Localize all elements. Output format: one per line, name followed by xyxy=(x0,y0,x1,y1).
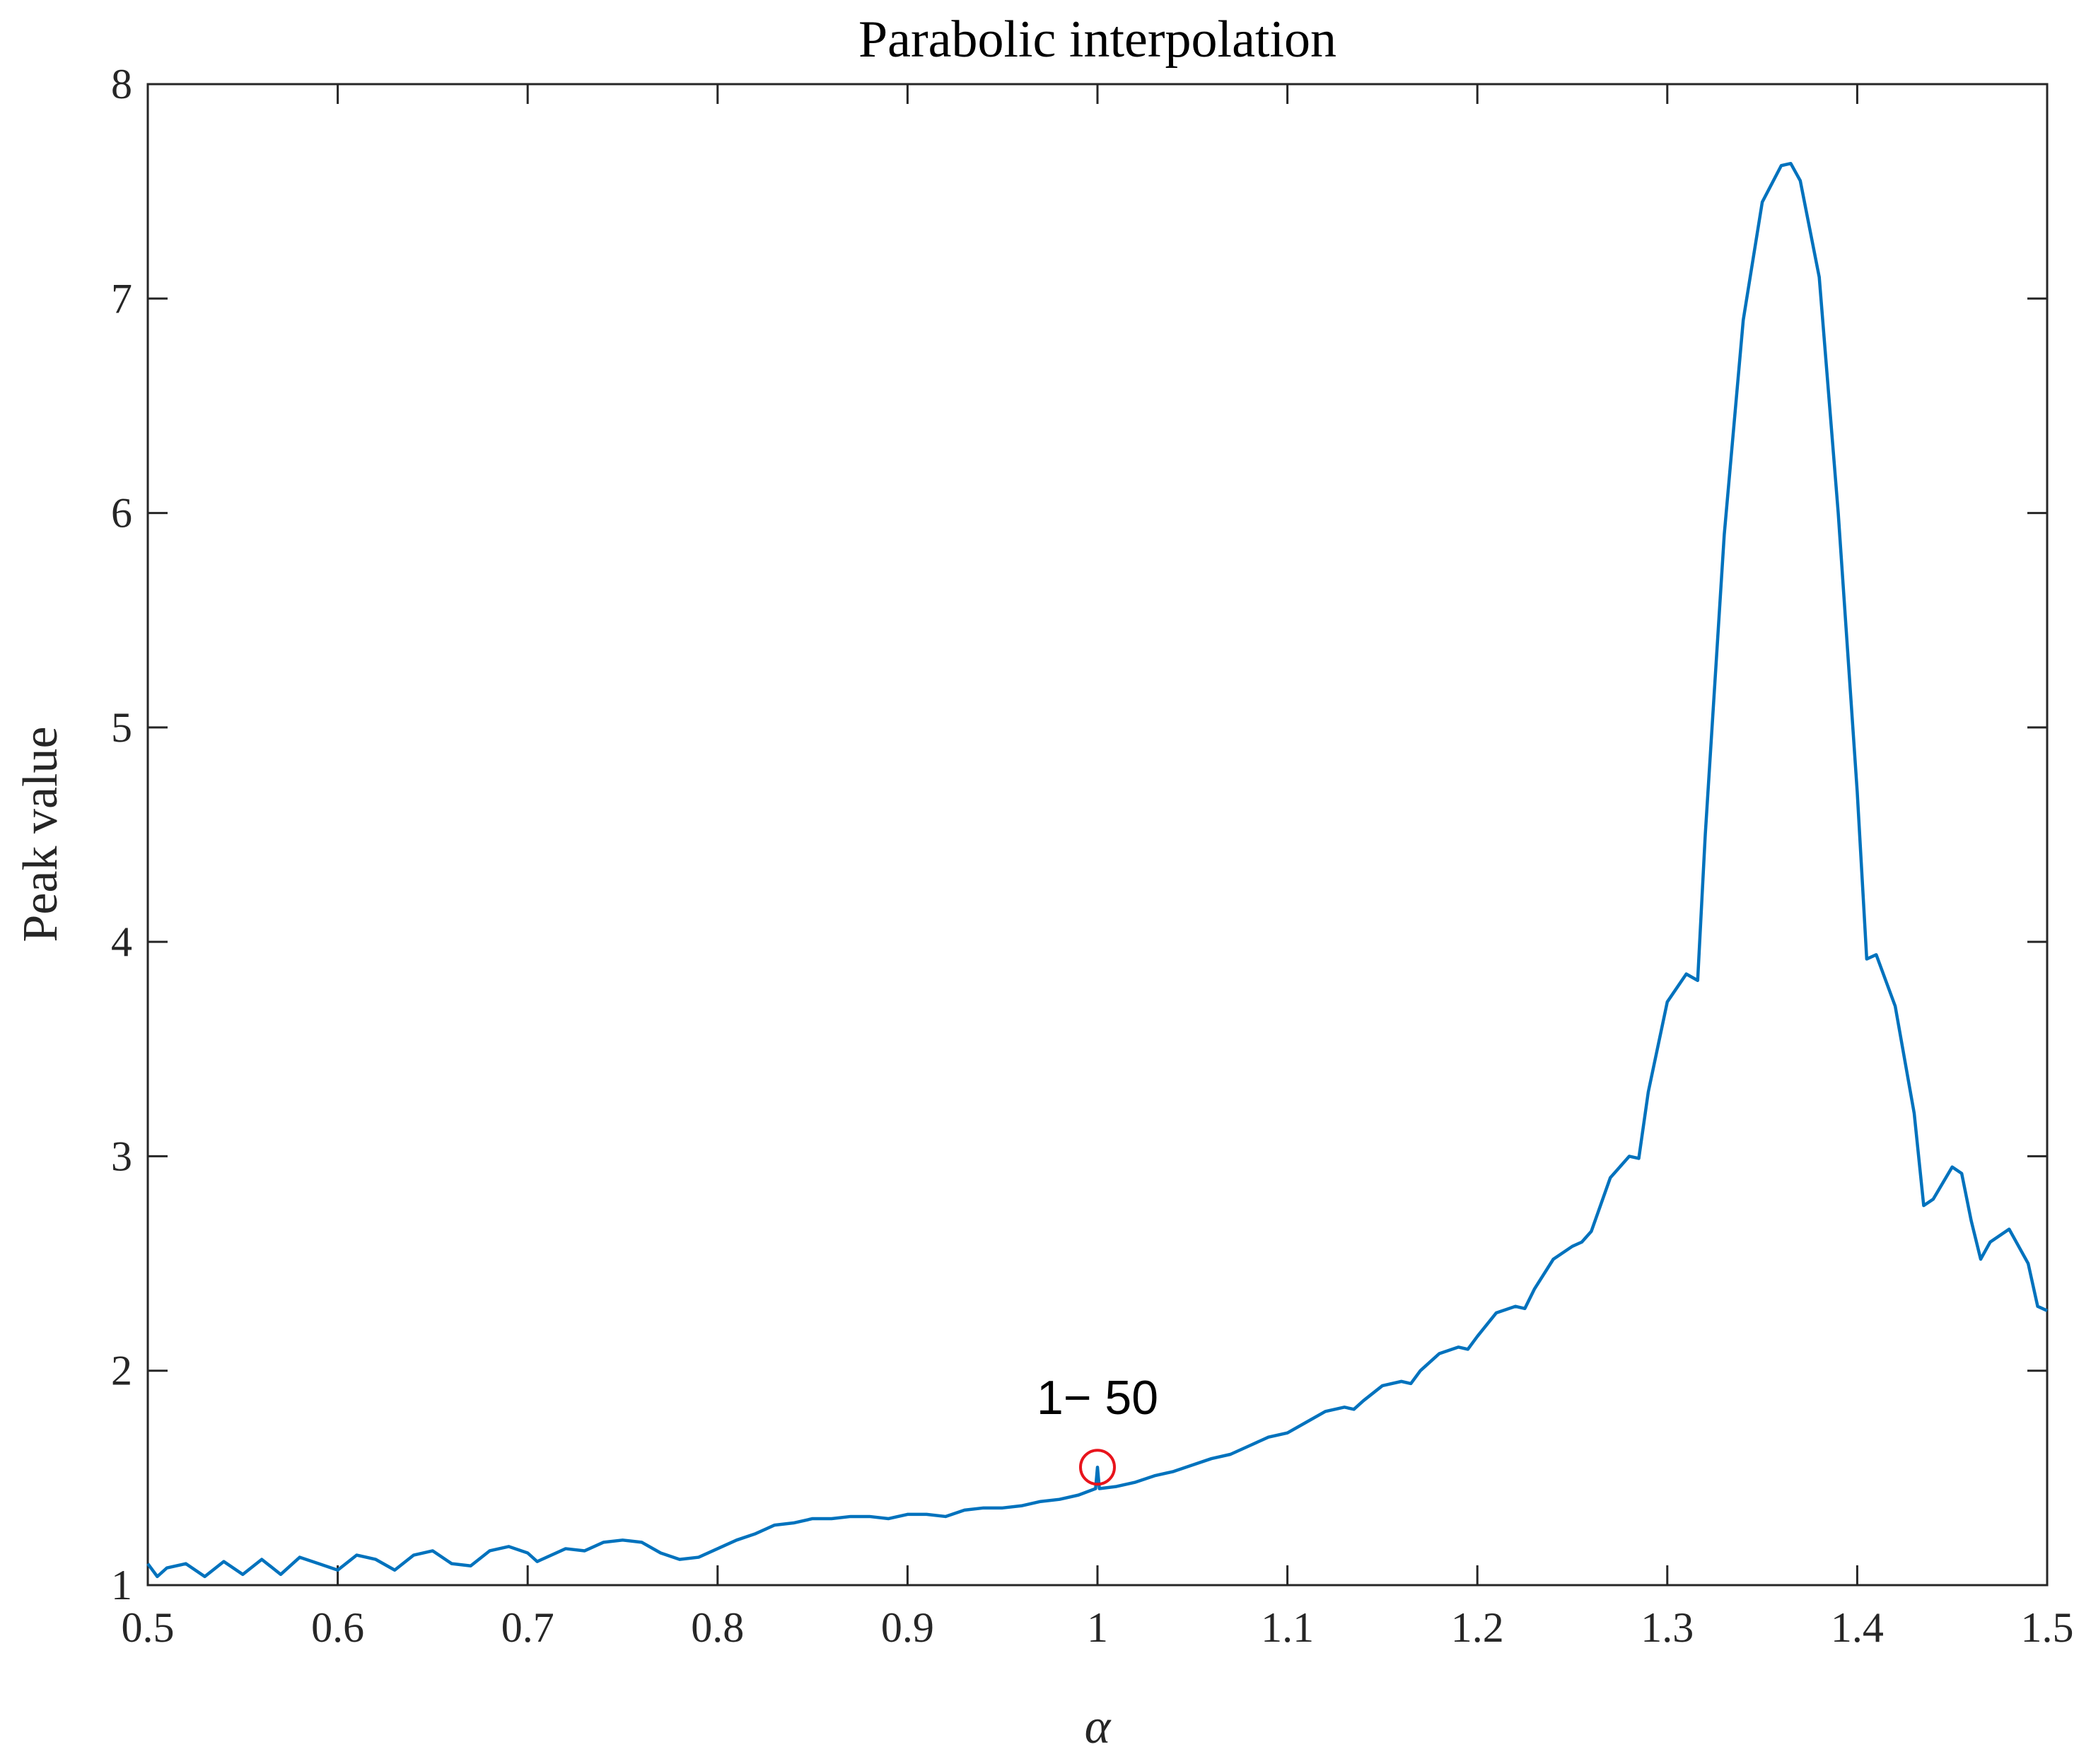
y-axis-label: Peak value xyxy=(13,726,68,942)
x-tick-label: 0.6 xyxy=(311,1604,364,1651)
x-tick-label: 1.3 xyxy=(1641,1604,1694,1651)
x-tick-label: 1.1 xyxy=(1261,1604,1314,1651)
annotation-marker xyxy=(1079,1449,1116,1486)
x-tick-label: 0.8 xyxy=(691,1604,744,1651)
x-tick-label: 1 xyxy=(1087,1604,1108,1651)
annotation-text: 1− 50 xyxy=(1037,1371,1158,1425)
data-line xyxy=(146,161,2048,1579)
y-tick-label: 1 xyxy=(111,1562,132,1608)
x-tick-label: 0.5 xyxy=(122,1604,175,1651)
y-tick-label: 7 xyxy=(111,275,132,322)
y-tick-label: 6 xyxy=(111,490,132,537)
x-tick-label: 1.5 xyxy=(2021,1604,2074,1651)
y-tick-label: 3 xyxy=(111,1133,132,1179)
x-tick-label: 1.4 xyxy=(1831,1604,1884,1651)
x-tick-label: 0.7 xyxy=(501,1604,554,1651)
y-tick-label: 4 xyxy=(111,918,132,965)
x-axis-label: α xyxy=(1085,1700,1112,1754)
y-tick-label: 8 xyxy=(111,61,132,107)
x-tick-label: 1.2 xyxy=(1451,1604,1504,1651)
x-tick-label: 0.9 xyxy=(881,1604,934,1651)
y-tick-label: 5 xyxy=(111,704,132,751)
chart-title: Parabolic interpolation xyxy=(858,11,1336,69)
y-tick-label: 2 xyxy=(111,1348,132,1394)
plot-frame xyxy=(146,83,2049,1587)
